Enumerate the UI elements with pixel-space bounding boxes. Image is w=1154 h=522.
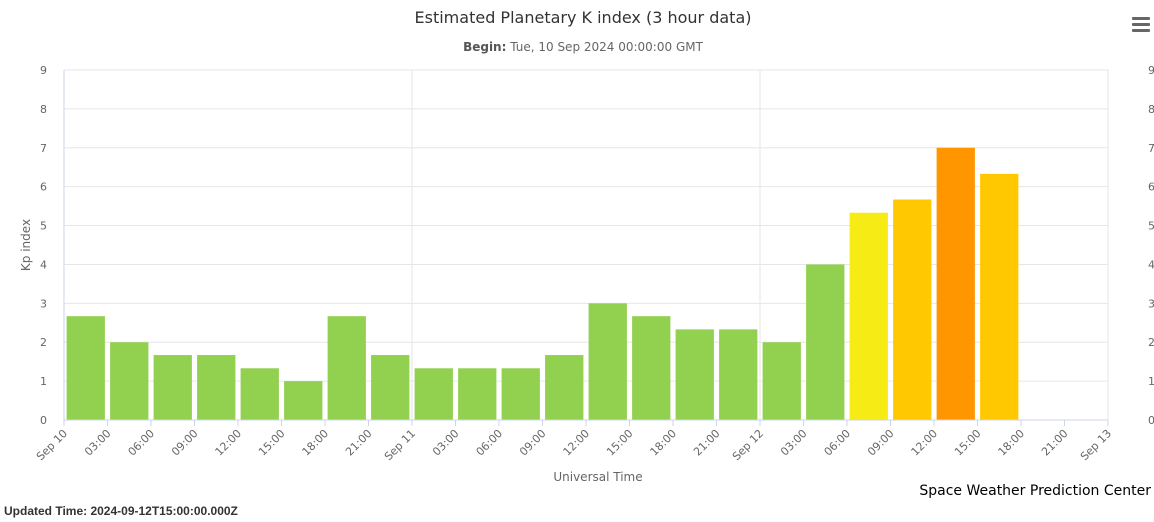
subtitle-value: Tue, 10 Sep 2024 00:00:00 GMT [510, 40, 703, 54]
y-tick-label-right: 8 [1148, 103, 1154, 116]
kp-bar [936, 147, 975, 420]
y-tick-label-left: 1 [40, 375, 47, 388]
x-tick-label: 06:00 [822, 427, 854, 459]
y-tick-label-left: 3 [40, 297, 47, 310]
y-tick-label-left: 6 [40, 181, 47, 194]
kp-bar [501, 368, 540, 420]
kp-bar [240, 368, 279, 420]
kp-bar [110, 342, 149, 420]
y-tick-label-right: 5 [1148, 220, 1154, 233]
x-tick-label: 06:00 [474, 427, 506, 459]
x-axis-title: Universal Time [553, 470, 642, 484]
updated-time: Updated Time: 2024-09-12T15:00:00.000Z [4, 504, 238, 518]
y-tick-label-right: 4 [1148, 258, 1154, 271]
y-tick-label-right: 3 [1148, 297, 1154, 310]
y-tick-label-right: 7 [1148, 142, 1154, 155]
x-tick-label: 09:00 [865, 427, 897, 459]
chart-subtitle: Begin: Tue, 10 Sep 2024 00:00:00 GMT [0, 40, 1154, 54]
kp-bar [588, 303, 627, 420]
y-tick-label-right: 0 [1148, 414, 1154, 427]
x-tick-label: 15:00 [952, 427, 984, 459]
x-tick-label: Sep 12 [730, 427, 766, 463]
x-tick-label: Sep 11 [382, 427, 418, 463]
kp-bar [632, 316, 671, 420]
hamburger-menu-icon[interactable] [1128, 12, 1154, 36]
kp-bar [66, 316, 105, 420]
kp-bar [458, 368, 497, 420]
y-tick-label-left: 5 [40, 220, 47, 233]
kp-bar [153, 355, 192, 420]
y-tick-label-left: 2 [40, 336, 47, 349]
kp-bar [719, 329, 758, 420]
credit-text: Space Weather Prediction Center [919, 483, 1151, 499]
x-tick-label: 09:00 [169, 427, 201, 459]
kp-bar [675, 329, 714, 420]
kp-bar [980, 173, 1019, 420]
kp-bar [414, 368, 453, 420]
y-tick-label-right: 1 [1148, 375, 1154, 388]
x-tick-label: Sep 10 [34, 427, 70, 463]
y-axis-title: Kp index [19, 219, 33, 271]
kp-bar [284, 381, 323, 420]
x-tick-label: 18:00 [648, 427, 680, 459]
x-tick-label: Sep 13 [1078, 427, 1114, 463]
x-tick-label: 15:00 [256, 427, 288, 459]
y-tick-label-right: 9 [1148, 64, 1154, 77]
y-tick-label-left: 7 [40, 142, 47, 155]
y-tick-label-right: 6 [1148, 181, 1154, 194]
subtitle-label: Begin: [463, 40, 507, 54]
chart-title: Estimated Planetary K index (3 hour data… [414, 8, 752, 27]
x-tick-label: 21:00 [691, 427, 723, 459]
x-tick-label: 15:00 [604, 427, 636, 459]
x-tick-label: 12:00 [561, 427, 593, 459]
x-tick-label: 03:00 [430, 427, 462, 459]
x-tick-label: 12:00 [909, 427, 941, 459]
kp-bar [893, 199, 932, 420]
kp-bar [849, 212, 888, 420]
kp-bar [371, 355, 410, 420]
x-tick-label: 06:00 [126, 427, 158, 459]
y-tick-label-left: 9 [40, 64, 47, 77]
x-tick-label: 18:00 [996, 427, 1028, 459]
x-tick-label: 12:00 [213, 427, 245, 459]
x-tick-label: 03:00 [778, 427, 810, 459]
y-tick-label-left: 0 [40, 414, 47, 427]
kp-bar [197, 355, 236, 420]
kp-bar [762, 342, 801, 420]
kp-bar [327, 316, 366, 420]
y-tick-label-left: 8 [40, 103, 47, 116]
x-tick-label: 21:00 [343, 427, 375, 459]
x-tick-label: 21:00 [1039, 427, 1071, 459]
kp-bar [806, 264, 845, 420]
x-tick-label: 09:00 [517, 427, 549, 459]
x-tick-label: 03:00 [82, 427, 114, 459]
kp-bar [545, 355, 584, 420]
x-tick-label: 18:00 [300, 427, 332, 459]
y-tick-label-right: 2 [1148, 336, 1154, 349]
y-tick-label-left: 4 [40, 258, 47, 271]
